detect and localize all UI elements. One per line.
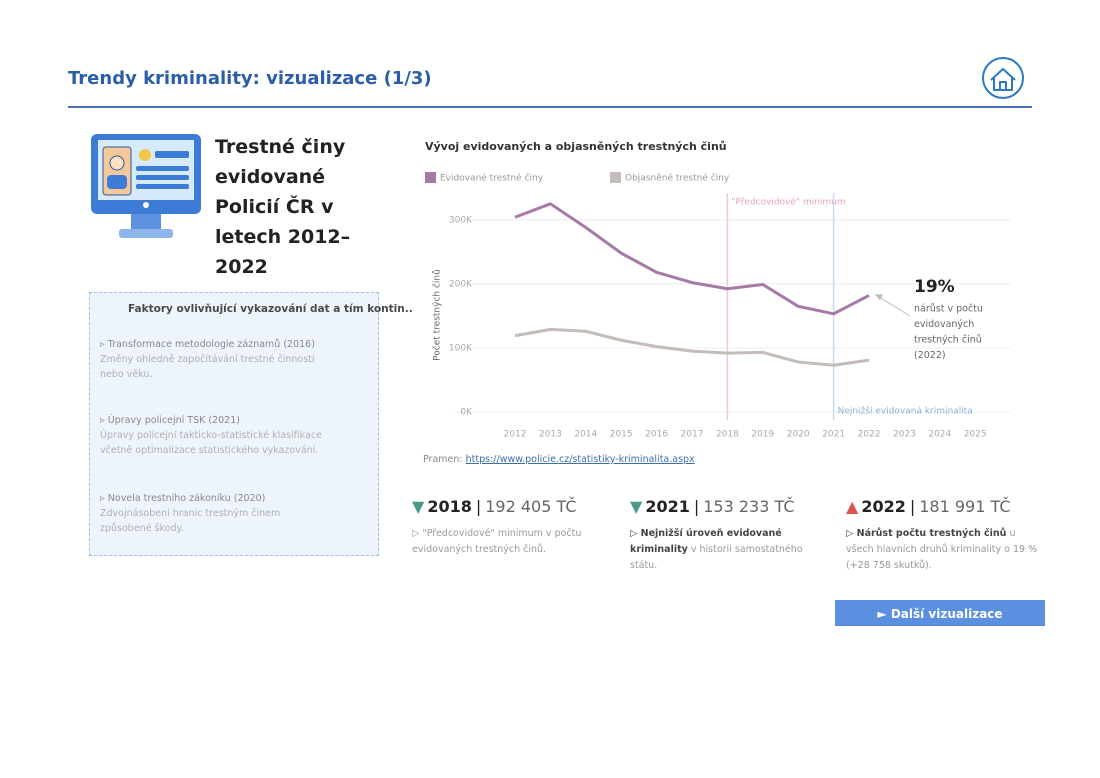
- kpi-header: ▼ 2021 | 153 233 TČ: [630, 497, 830, 516]
- kpi: ▲ 2022 | 181 991 TČ ▷ Nárůst počtu trestných…: [846, 497, 1046, 574]
- x-tick-label: 2019: [751, 430, 774, 440]
- kpi-separator: |: [909, 497, 916, 516]
- computer-icon: [91, 134, 201, 238]
- x-tick-label: 2020: [787, 430, 810, 440]
- factor-item: ▹ Úpravy policejní TSK (2021) Úpravy poli…: [100, 413, 330, 458]
- kpi-year: 2018: [427, 497, 472, 516]
- x-tick-label: 2012: [504, 430, 527, 440]
- reference-label: Nejnižší evidovaná kriminalita: [838, 406, 973, 417]
- source: Pramen: https://www.policie.cz/statistik…: [423, 454, 695, 465]
- x-tick-label: 2017: [681, 430, 704, 440]
- y-tick-label: 300K: [449, 215, 473, 225]
- series-line: [514, 202, 870, 316]
- annotation-value: 19%: [914, 277, 955, 297]
- kpi-text: ▷ Nárůst počtu trestných činů u všech hl…: [846, 526, 1046, 574]
- legend-label: Evidované trestné činy: [440, 173, 544, 184]
- factor-title: ▹ Novela trestního zákoníku (2020): [100, 493, 266, 504]
- kpi-text-part: u všech hlavních druhů kriminality o 19 …: [846, 528, 1038, 571]
- kpi-arrow: ▼: [630, 497, 643, 516]
- kpi-value: 181 991 TČ: [919, 497, 1011, 516]
- kpi-text: ▷ Nejnižší úroveň evidované kriminality …: [630, 526, 830, 574]
- kpi-arrow: ▲: [846, 497, 859, 516]
- x-tick-label: 2014: [574, 430, 597, 440]
- kpi-value: 192 405 TČ: [485, 497, 577, 516]
- factor-text: Změny ohledně započítávání trestné činno…: [100, 354, 315, 380]
- kpi-header: ▼ 2018 | 192 405 TČ: [412, 497, 612, 516]
- x-tick-label: 2025: [964, 430, 987, 440]
- factor-title: ▹ Transformace metodologie záznamů (2016…: [100, 339, 315, 350]
- factors-heading: Faktory ovlivňující vykazování dat a tím…: [128, 303, 413, 315]
- kpi-year: 2021: [645, 497, 690, 516]
- kpi-text-part: v historii samostatného státu.: [630, 544, 803, 571]
- intro-title: Trestné činy evidované Policií ČR v lete…: [215, 136, 351, 278]
- header-rule: [68, 106, 1032, 108]
- x-tick-label: 2013: [539, 430, 562, 440]
- annotation-text: (2022): [914, 350, 946, 361]
- annotation-text: trestných činů: [914, 335, 982, 346]
- series-line: [514, 327, 870, 367]
- factors-box: Faktory ovlivňující vykazování dat a tím…: [89, 292, 413, 556]
- legend-swatch: [610, 172, 621, 183]
- x-tick-label: 2022: [858, 430, 881, 440]
- kpi-value: 153 233 TČ: [703, 497, 795, 516]
- chart-title: Vývoj evidovaných a objasněných trestnýc…: [425, 140, 727, 153]
- kpi-separator: |: [475, 497, 482, 516]
- x-tick-label: 2015: [610, 430, 633, 440]
- page-title: Trendy kriminality: vizualizace (1/3): [68, 68, 432, 89]
- annotation-text: evidovaných: [914, 319, 974, 330]
- annotation-arrowhead: [875, 294, 883, 301]
- factor-text: Zdvojnásobení hranic trestným činem způs…: [100, 508, 281, 534]
- kpi-text-part: ▷ Nejnižší úroveň evidované kriminality: [630, 528, 782, 555]
- kpi-header: ▲ 2022 | 181 991 TČ: [846, 497, 1046, 516]
- kpi-year: 2022: [861, 497, 906, 516]
- kpi: ▼ 2021 | 153 233 TČ ▷ Nejnižší úroveň evidov…: [630, 497, 830, 574]
- next-button[interactable]: ► Další vizualizace: [835, 600, 1045, 626]
- y-tick-label: 200K: [449, 279, 473, 289]
- y-axis-label: Počet trestných činů: [432, 269, 443, 361]
- annotation-text: nárůst v počtu: [914, 304, 983, 315]
- kpi-text-part: ▷ Nárůst počtu trestných činů: [846, 528, 1007, 539]
- home-button[interactable]: [982, 57, 1024, 99]
- x-tick-label: 2023: [893, 430, 916, 440]
- x-tick-label: 2016: [645, 430, 668, 440]
- kpi-text: ▷ "Předcovidové" minimum v počtu evidova…: [412, 526, 612, 558]
- x-tick-label: 2018: [716, 430, 739, 440]
- x-tick-label: 2021: [822, 430, 845, 440]
- source-link[interactable]: https://www.policie.cz/statistiky-krimin…: [465, 454, 695, 465]
- legend-label: Objasněné trestné činy: [625, 173, 730, 184]
- factor-item: ▹ Transformace metodologie záznamů (2016…: [100, 337, 330, 382]
- source-prefix: Pramen:: [423, 454, 466, 465]
- x-tick-label: 2024: [928, 430, 951, 440]
- kpi-text-part: ▷ "Předcovidové" minimum v počtu evidova…: [412, 528, 582, 555]
- kpi-separator: |: [693, 497, 700, 516]
- factor-text: Úpravy policejní takticko-statistické kl…: [100, 430, 322, 456]
- factor-title: ▹ Úpravy policejní TSK (2021): [100, 415, 240, 426]
- y-tick-label: 100K: [449, 343, 473, 353]
- reference-label: "Předcovidové" minimum: [731, 197, 845, 208]
- kpi: ▼ 2018 | 192 405 TČ ▷ "Předcovidové" minimum…: [412, 497, 612, 558]
- kpi-arrow: ▼: [412, 497, 425, 516]
- factor-item: ▹ Novela trestního zákoníku (2020) Zdvojn…: [100, 491, 330, 536]
- y-tick-label: 0K: [460, 408, 473, 418]
- legend-swatch: [425, 172, 436, 183]
